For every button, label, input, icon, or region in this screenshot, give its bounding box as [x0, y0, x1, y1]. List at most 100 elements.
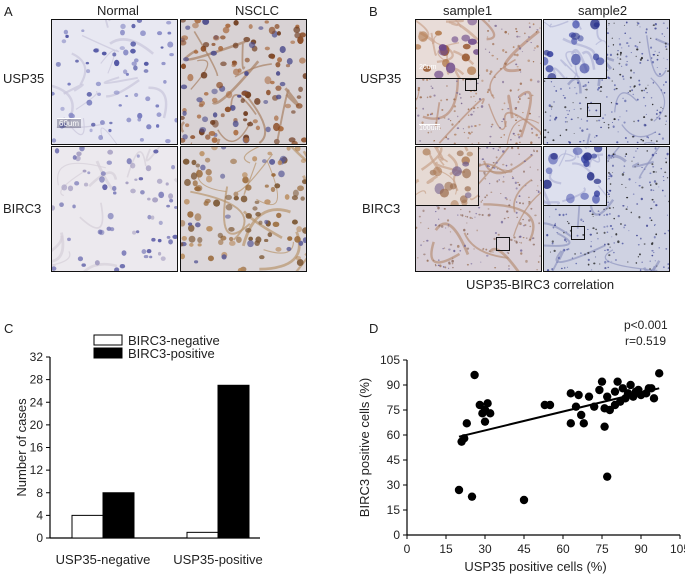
- panel-a-row-label-usp35: USP35: [3, 71, 44, 86]
- cell-nucleus: [654, 180, 656, 183]
- cell-nucleus: [482, 248, 484, 250]
- cell-nucleus: [599, 214, 601, 216]
- cell-nucleus: [514, 54, 516, 56]
- cell-nucleus: [659, 52, 660, 54]
- cell-nucleus: [659, 247, 660, 248]
- cell-nucleus: [530, 208, 532, 210]
- cell-nucleus: [134, 93, 138, 97]
- micrograph-b-sample1-usp35: 20um 100um: [415, 19, 542, 145]
- panel-b-letter: B: [369, 4, 378, 19]
- cell-nucleus: [168, 239, 173, 244]
- cell-nucleus: [457, 127, 459, 129]
- cell-nucleus: [108, 213, 114, 220]
- cell-nucleus: [652, 104, 654, 105]
- cell-nucleus: [581, 119, 582, 120]
- cell-nucleus: [613, 23, 614, 24]
- cell-nucleus: [608, 161, 609, 162]
- cell-nucleus: [501, 29, 502, 30]
- cell-nucleus: [271, 187, 275, 192]
- cell-nucleus: [442, 248, 443, 249]
- cell-nucleus: [453, 250, 455, 252]
- cell-nucleus: [444, 208, 446, 210]
- cell-nucleus: [597, 238, 598, 240]
- cell-nucleus: [619, 74, 621, 76]
- cell-nucleus: [86, 62, 89, 65]
- cell-nucleus: [187, 211, 193, 218]
- cell-nucleus: [663, 84, 664, 86]
- cell-nucleus: [167, 236, 171, 239]
- cell-nucleus: [524, 93, 526, 95]
- cell-nucleus: [73, 155, 77, 160]
- cell-nucleus: [183, 57, 189, 61]
- cell-nucleus: [185, 123, 189, 127]
- panel-a-col-header-normal: Normal: [97, 3, 139, 18]
- cell-nucleus: [75, 60, 79, 63]
- cell-nucleus: [518, 125, 519, 126]
- cell-nucleus: [482, 214, 484, 216]
- cell-nucleus: [473, 107, 475, 109]
- tissue-strand: [446, 21, 463, 22]
- scatter-point: [655, 369, 663, 377]
- cell-nucleus: [638, 244, 640, 245]
- cell-nucleus: [621, 66, 622, 67]
- cell-nucleus: [218, 239, 223, 245]
- cell-nucleus: [654, 236, 656, 238]
- cell-nucleus: [90, 129, 93, 133]
- cell-nucleus: [613, 44, 614, 45]
- cell-nucleus: [140, 30, 146, 36]
- cell-nucleus: [502, 81, 504, 84]
- cell-nucleus: [87, 92, 92, 97]
- cell-nucleus: [569, 110, 570, 112]
- cell-nucleus: [536, 150, 538, 152]
- cell-nucleus: [655, 147, 657, 149]
- scatter-point: [577, 411, 585, 419]
- scatter-y-tick-label: 105: [380, 353, 400, 367]
- panel-b-col-header-sample2: sample2: [578, 3, 627, 18]
- micrograph-b-sample1-birc3: [415, 146, 542, 272]
- cell-nucleus: [528, 201, 530, 203]
- scatter-x-tick-label: 105: [670, 542, 685, 556]
- cell-nucleus: [619, 43, 621, 45]
- cell-nucleus: [637, 120, 639, 122]
- cell-nucleus: [485, 249, 487, 251]
- cell-nucleus: [100, 120, 105, 125]
- cell-nucleus: [185, 25, 190, 29]
- cell-nucleus: [97, 93, 101, 96]
- scatter-point: [595, 386, 603, 394]
- bar-birc3-negative: [72, 515, 103, 538]
- cell-nucleus: [534, 47, 536, 49]
- cell-nucleus: [423, 241, 424, 242]
- cell-nucleus: [166, 182, 169, 185]
- cell-nucleus: [514, 135, 515, 136]
- cell-nucleus: [450, 183, 457, 189]
- scatter-point: [603, 392, 611, 400]
- cell-nucleus: [297, 185, 304, 191]
- cell-nucleus: [516, 54, 519, 57]
- cell-nucleus: [523, 170, 525, 172]
- cell-nucleus: [107, 150, 113, 155]
- cell-nucleus: [265, 20, 269, 23]
- cell-nucleus: [489, 73, 491, 75]
- cell-nucleus: [187, 74, 193, 81]
- cell-nucleus: [530, 154, 532, 156]
- cell-nucleus: [232, 61, 237, 66]
- cell-nucleus: [417, 114, 419, 116]
- cell-nucleus: [486, 194, 488, 196]
- cell-nucleus: [536, 134, 538, 137]
- cell-nucleus: [607, 249, 609, 251]
- cell-nucleus: [189, 243, 193, 247]
- cell-nucleus: [564, 267, 566, 269]
- cell-nucleus: [182, 111, 186, 116]
- legend-label: BIRC3-positive: [128, 346, 215, 361]
- cell-nucleus: [651, 163, 653, 165]
- scatter-y-tick-label: 30: [387, 478, 401, 492]
- cell-nucleus: [581, 129, 583, 132]
- cell-nucleus: [445, 136, 447, 138]
- cell-nucleus: [95, 260, 100, 265]
- cell-nucleus: [101, 171, 106, 176]
- cell-nucleus: [513, 46, 515, 48]
- cell-nucleus: [637, 22, 638, 23]
- cell-nucleus: [529, 226, 531, 227]
- cell-nucleus: [211, 51, 217, 56]
- cell-nucleus: [651, 97, 652, 98]
